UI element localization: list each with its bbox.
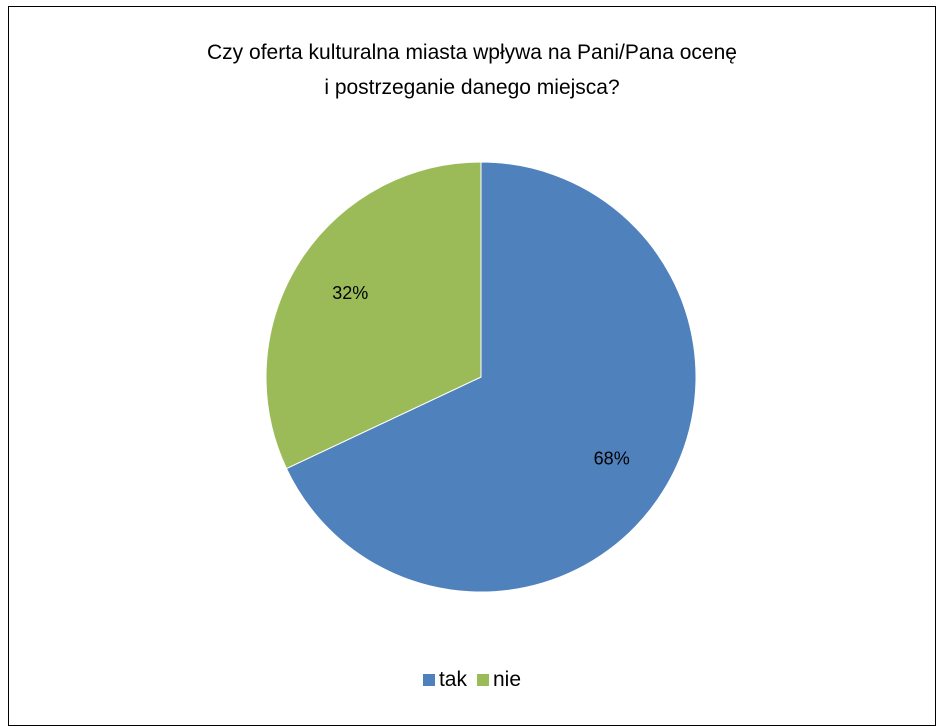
chart-title: Czy oferta kulturalna miasta wpływa na P… — [9, 35, 935, 105]
legend-item-nie: nie — [476, 668, 522, 692]
chart-title-line-2: i postrzeganie danego miejsca? — [324, 76, 620, 99]
pie-chart: 68% 32% — [265, 161, 697, 593]
legend: tak nie — [9, 668, 935, 692]
legend-swatch-nie — [476, 674, 489, 686]
legend-label-nie: nie — [492, 668, 522, 691]
legend-swatch-tak — [422, 674, 435, 686]
legend-item-tak: tak — [422, 668, 467, 692]
data-label-nie: 32% — [332, 283, 368, 303]
pie-slice-nie — [265, 161, 482, 470]
legend-label-tak: tak — [438, 668, 467, 691]
chart-frame: Czy oferta kulturalna miasta wpływa na P… — [8, 6, 936, 726]
pie-slice-tak — [285, 161, 697, 593]
data-label-tak: 68% — [594, 449, 630, 469]
chart-title-line-1: Czy oferta kulturalna miasta wpływa na P… — [207, 41, 737, 64]
